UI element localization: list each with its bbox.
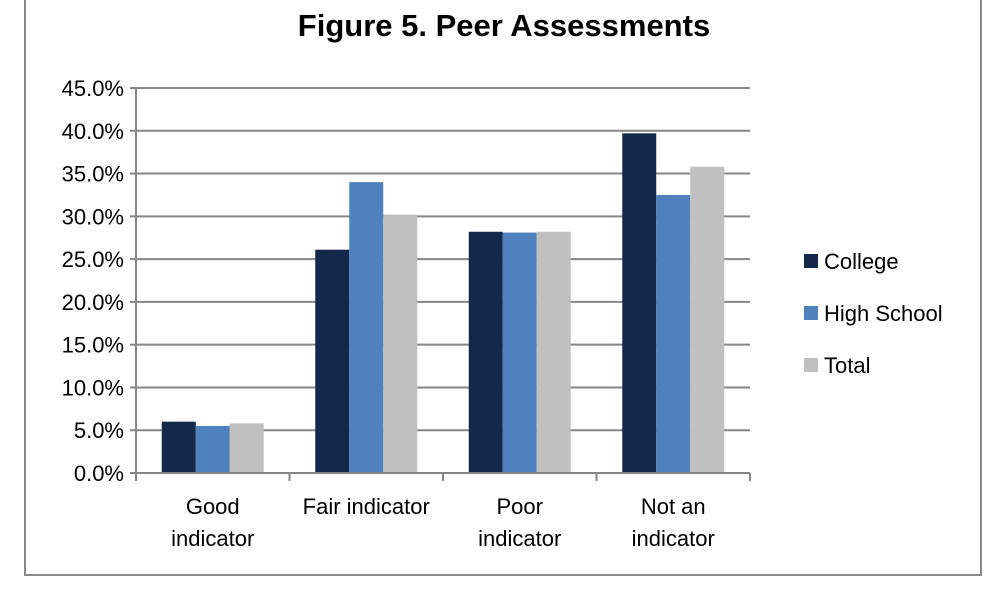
y-tick-label: 45.0% — [62, 76, 124, 101]
x-axis: Good indicator Fair indicator Poor indicator… — [135, 472, 751, 551]
bar-total — [383, 214, 418, 473]
legend-label: College — [824, 249, 899, 274]
y-axis: 0.0% 5.0% 10.0% 15.0% 20.0% 25.0% 30.0% 35.0% 40… — [62, 76, 137, 486]
bar-college — [622, 133, 657, 473]
bar-total — [229, 423, 264, 473]
legend-label: High School — [824, 301, 943, 326]
y-tick-label: 30.0% — [62, 204, 124, 229]
legend-swatch — [804, 358, 818, 372]
x-tick-label: Fair indicator — [303, 494, 430, 519]
y-tick-label: 15.0% — [62, 333, 124, 358]
bar-college — [468, 231, 503, 473]
y-tick-label: 35.0% — [62, 162, 124, 187]
bar-high-school — [195, 425, 230, 473]
legend-label: Total — [824, 353, 870, 378]
y-tick-label: 10.0% — [62, 375, 124, 400]
legend-swatch — [804, 254, 818, 268]
bar-college — [161, 421, 196, 473]
legend-swatch — [804, 306, 818, 320]
bar-high-school — [349, 182, 384, 473]
y-tick-label: 40.0% — [62, 119, 124, 144]
y-tick-label: 20.0% — [62, 290, 124, 315]
y-tick-label: 5.0% — [74, 418, 124, 443]
bars — [161, 133, 725, 473]
bar-college — [315, 249, 350, 473]
x-tick-label: Poor indicator — [478, 494, 561, 551]
bar-total — [690, 166, 725, 473]
bar-high-school — [656, 194, 691, 473]
x-tick-label: Good indicator — [171, 494, 254, 551]
x-tick-label: Not an indicator — [632, 494, 715, 551]
legend: College High School Total — [804, 249, 943, 378]
y-tick-label: 0.0% — [74, 461, 124, 486]
y-tick-label: 25.0% — [62, 247, 124, 272]
bar-total — [536, 231, 571, 473]
bar-high-school — [502, 232, 537, 473]
chart-title: Figure 5. Peer Assessments — [298, 8, 710, 43]
